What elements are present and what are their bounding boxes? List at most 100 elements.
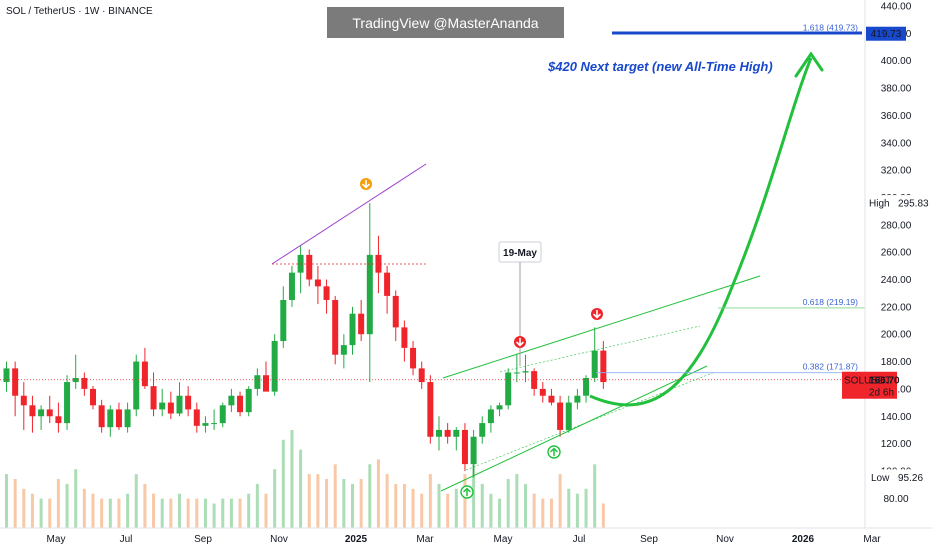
candle-body <box>141 361 148 387</box>
volume-bar <box>65 483 69 528</box>
countdown: 2d 6h <box>869 388 894 399</box>
volume-bar <box>91 493 95 528</box>
volume-bar <box>247 493 251 528</box>
volume-bar <box>463 474 467 528</box>
fib-label: 0.382 (171.87) <box>803 362 858 372</box>
fib-label: 0.618 (219.19) <box>803 297 858 307</box>
volume-bar <box>221 498 225 528</box>
candle-body <box>513 372 520 374</box>
candle-body <box>3 368 10 383</box>
resistance-trendline <box>271 163 427 265</box>
candle-body <box>159 402 166 410</box>
price-tick-label: 280.00 <box>881 220 912 231</box>
volume-bar <box>480 483 484 528</box>
candle-body <box>64 382 71 424</box>
low-tag-bg <box>866 469 932 486</box>
time-tick-label: May <box>494 534 513 545</box>
volume-bar <box>454 488 458 528</box>
candle-body <box>167 402 174 414</box>
volume-bar <box>56 479 60 528</box>
volume-bar <box>437 483 441 528</box>
candle-body <box>228 395 235 406</box>
volume-bar <box>48 498 52 528</box>
fib-label: 1.618 (419.73) <box>803 23 858 33</box>
peak-signal-icon-arrow <box>362 179 370 189</box>
candle-body <box>280 300 287 342</box>
candle-body <box>90 388 96 406</box>
candle-body <box>46 409 53 417</box>
price-tick-label: 400.00 <box>881 56 912 67</box>
current-price-tag <box>842 371 897 399</box>
sell-signal-icon <box>591 308 603 320</box>
volume-bar <box>290 430 294 528</box>
volume-bar <box>186 498 190 528</box>
volume-bar <box>126 493 130 528</box>
wedge-inner-upper <box>499 325 701 373</box>
candle-body <box>453 429 460 437</box>
volume-bar <box>601 503 605 528</box>
volume-bar <box>558 474 562 528</box>
price-tick-label: 240.00 <box>881 275 912 286</box>
candle-body <box>600 350 607 383</box>
high-tag-bg <box>866 195 932 212</box>
time-tick-label: Jul <box>120 534 133 545</box>
symbol-header[interactable]: SOL / TetherUS · 1W · BINANCE <box>6 6 153 17</box>
candle-body <box>133 361 140 410</box>
candle-body <box>38 409 45 417</box>
candle-body <box>12 368 19 396</box>
volume-bar <box>212 503 216 528</box>
target-price-value: 419.73 <box>871 29 902 40</box>
volume-bar <box>385 474 389 528</box>
candle-body <box>288 272 295 301</box>
volume-bar <box>117 498 121 528</box>
time-tick-label: 2026 <box>792 534 815 545</box>
candle-body <box>219 405 226 424</box>
candle-body <box>557 402 564 430</box>
candle-body <box>470 436 477 465</box>
candle-body <box>176 395 183 414</box>
peak-signal-icon <box>360 178 372 190</box>
sell-signal-icon <box>514 336 526 348</box>
candle-body <box>245 388 252 413</box>
volume-bar <box>532 493 536 528</box>
volume-bar <box>229 498 233 528</box>
projection-curve <box>589 57 813 407</box>
current-price: 166.70 <box>869 376 900 387</box>
candle-body <box>349 313 356 346</box>
price-tick-label: 80.00 <box>883 494 908 505</box>
volume-bar <box>359 479 363 528</box>
candle-body <box>150 386 157 410</box>
volume-bar <box>376 459 380 528</box>
sell-signal-icon-arrow <box>516 337 524 347</box>
volume-bar <box>13 479 17 528</box>
low-value: 95.26 <box>898 473 923 484</box>
volume-bar <box>82 488 86 528</box>
volume-bar <box>281 439 285 528</box>
time-tick-label: 2025 <box>345 534 368 545</box>
volume-bar <box>30 493 34 528</box>
price-tick-label: 180.00 <box>881 357 912 368</box>
volume-bar <box>524 483 527 528</box>
buy-signal-icon <box>460 485 474 499</box>
volume-bar <box>152 493 156 528</box>
candle-body <box>358 313 365 335</box>
volume-bar <box>446 493 450 528</box>
time-tick-label: Mar <box>863 534 881 545</box>
candle-body <box>254 375 261 389</box>
price-tick-label: 220.00 <box>881 302 912 313</box>
candle-body <box>418 368 425 383</box>
candle-body <box>384 272 391 296</box>
volume-bar <box>100 498 104 528</box>
volume-bar <box>402 483 406 528</box>
candle-body <box>574 395 581 403</box>
volume-bar <box>5 474 8 528</box>
candle-body <box>427 382 434 437</box>
volume-bar <box>575 493 579 528</box>
candle-body <box>193 409 200 426</box>
levels: 1.618 (419.73) 0.618 (219.19) 0.382 (171.8… <box>0 23 865 381</box>
time-tick-label: Nov <box>270 534 288 545</box>
volume-bar <box>264 493 268 528</box>
volume-bar <box>134 474 138 528</box>
candle-body <box>263 375 269 392</box>
